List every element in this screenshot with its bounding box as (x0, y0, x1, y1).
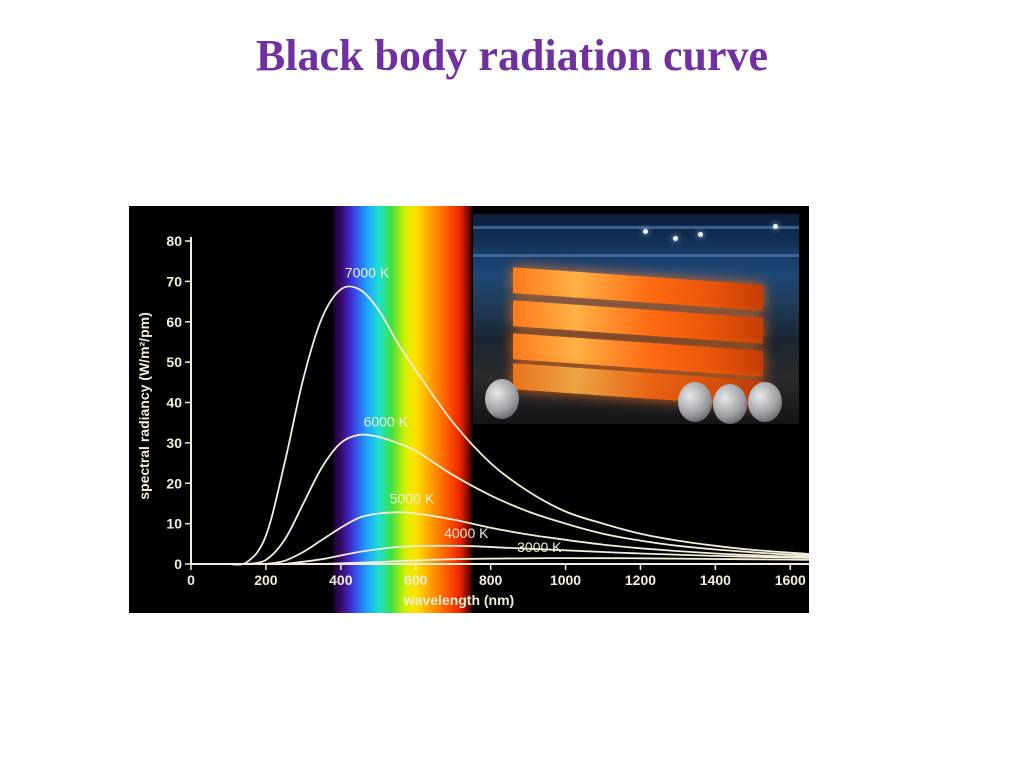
y-tick-label: 60 (166, 314, 182, 330)
y-tick-label: 50 (166, 354, 182, 370)
x-axis-label: wavelength (nm) (403, 592, 514, 608)
y-tick-label: 80 (166, 233, 182, 249)
chart-axes: 0 200 400 600 800 1000 1200 1400 1600 0 10 20 30 40 50… (136, 233, 809, 608)
y-tick-label: 40 (166, 395, 182, 411)
y-tick-label: 30 (166, 435, 182, 451)
x-tick-label: 1200 (625, 572, 656, 588)
x-tick-label: 1400 (700, 572, 731, 588)
blackbody-figure: 0 200 400 600 800 1000 1200 1400 1600 0 10 20 30 40 50… (129, 206, 809, 613)
series-line-7000k (228, 285, 809, 566)
x-tick-label: 200 (254, 572, 278, 588)
series-line-3000k (322, 557, 809, 565)
curve-label: 5000 K (390, 490, 435, 506)
chart-series (228, 285, 809, 566)
x-tick-label: 1600 (775, 572, 806, 588)
blackbody-chart: 0 200 400 600 800 1000 1200 1400 1600 0 10 20 30 40 50… (136, 206, 809, 613)
x-tick-label: 1000 (550, 572, 581, 588)
y-tick-label: 0 (174, 556, 182, 572)
curve-label: 6000 K (364, 414, 409, 430)
page-title: Black body radiation curve (255, 31, 769, 80)
y-tick-label: 70 (166, 273, 182, 289)
hot-steel-slabs-photo (473, 214, 799, 424)
y-axis-label: spectral radiancy (W/m²/pm) (136, 312, 152, 500)
curve-label: 3000 K (517, 539, 562, 555)
series-line-5000k (265, 511, 809, 565)
x-tick-label: 800 (479, 572, 503, 588)
curve-label: 4000 K (444, 525, 489, 541)
curve-label: 7000 K (345, 264, 390, 280)
series-line-4000k (284, 544, 809, 565)
x-tick-label: 400 (329, 572, 353, 588)
y-tick-label: 10 (166, 516, 182, 532)
chart-curve-labels: 7000 K 6000 K 5000 K 4000 K 3000 K (345, 264, 562, 555)
x-tick-label: 600 (404, 572, 428, 588)
y-tick-label: 20 (166, 475, 182, 491)
series-line-6000k (247, 433, 809, 565)
x-tick-label: 0 (187, 572, 195, 588)
